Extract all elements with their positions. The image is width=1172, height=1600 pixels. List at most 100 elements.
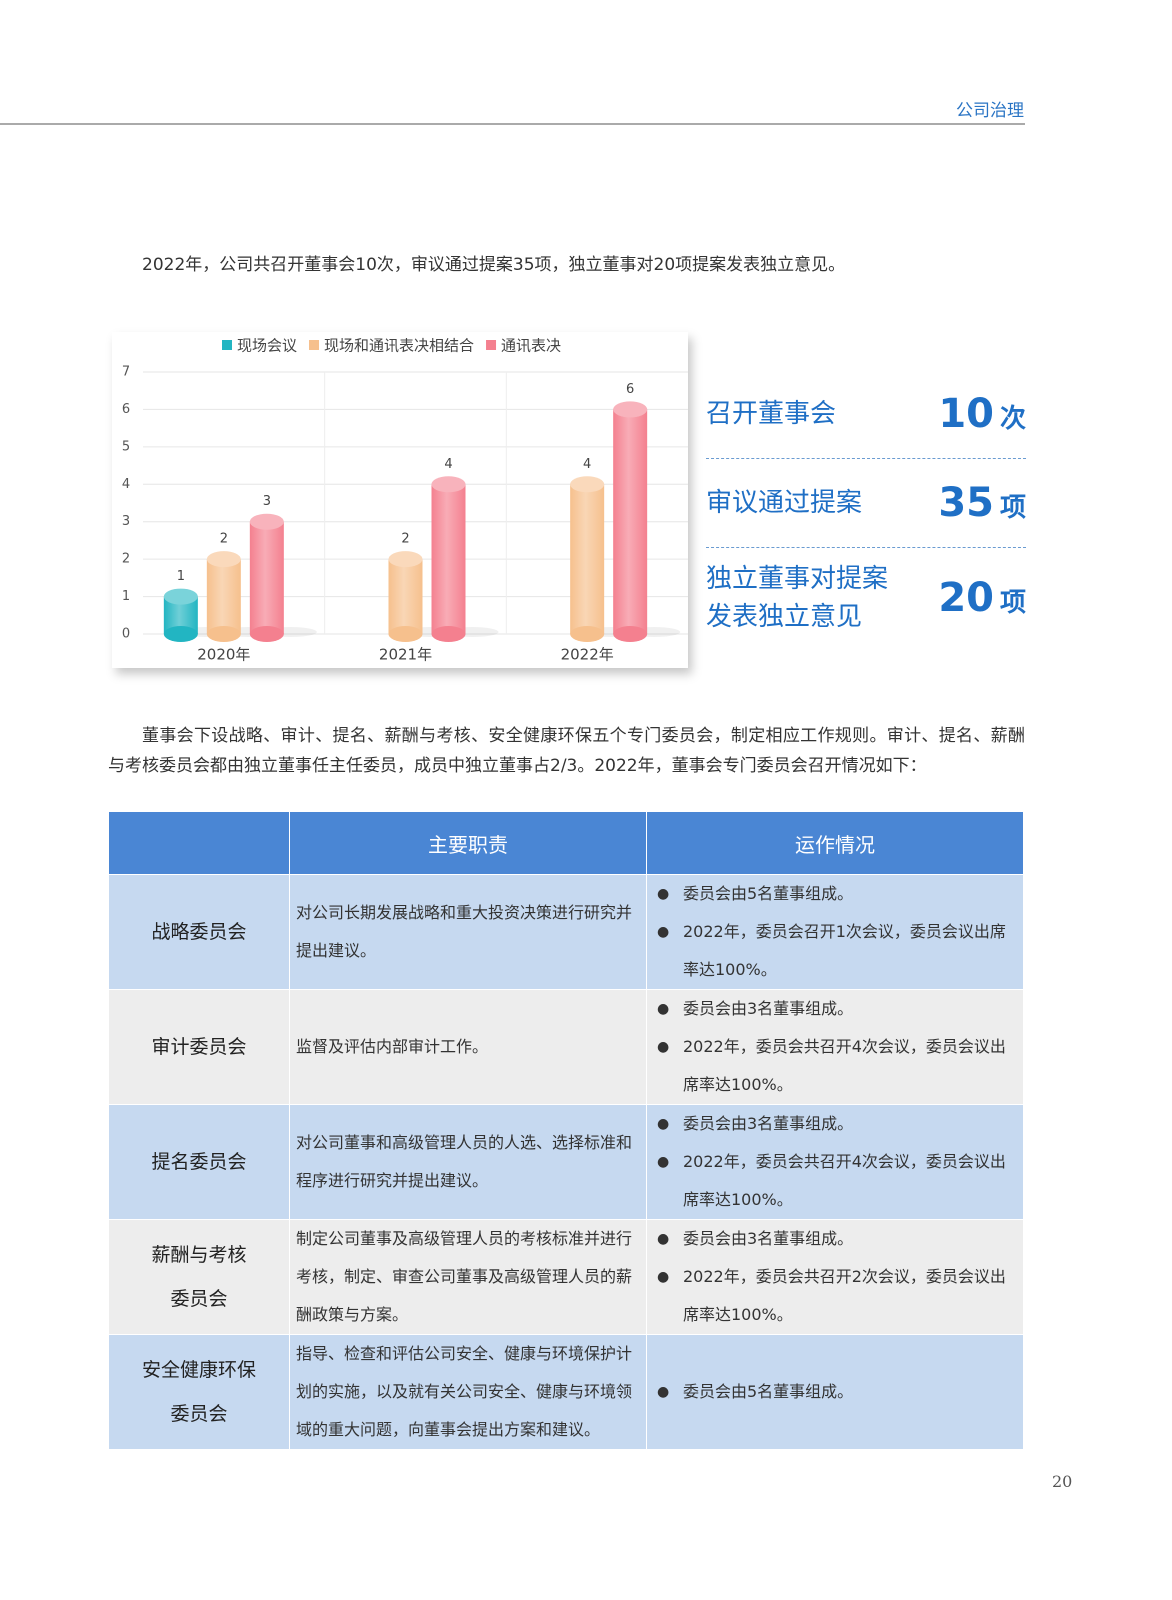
operation-item: 2022年，委员会共召开4次会议，委员会议出席率达100%。 (653, 1143, 1017, 1219)
chart: 0 1 2 3 4 5 6 7 2020年 1 2 3 2021年 2 4 2022年 4 6 现场会议 现场和通讯表… (112, 332, 688, 668)
stat: 召开董事会 10 次 (706, 370, 1026, 459)
bar (206, 559, 241, 634)
value-label: 4 (444, 457, 452, 472)
stat-label: 召开董事会 (706, 395, 836, 433)
stat-value: 10 次 (938, 391, 1026, 437)
committee-name-line: 战略委员会 (151, 921, 247, 943)
table-row: 薪酬与考核 委员会 制定公司董事及高级管理人员的考核标准并进行考核，制定、审查公司董… (108, 1219, 1024, 1335)
table-row: 战略委员会 对公司长期发展战略和重大投资决策进行研究并提出建议。委员会由5名董事组… (108, 874, 1024, 990)
stat-label: 审议通过提案 (706, 484, 862, 522)
y-tick-label: 6 (122, 402, 130, 417)
header-rule (0, 123, 1025, 125)
committee-name: 薪酬与考核 委员会 (108, 1219, 290, 1335)
committee-name: 战略委员会 (108, 874, 290, 990)
legend-label: 通讯表决 (501, 337, 561, 355)
operation-item: 2022年，委员会共召开4次会议，委员会议出席率达100%。 (653, 1028, 1017, 1104)
committee-name-line: 委员会 (170, 1403, 228, 1425)
value-label: 2 (401, 532, 409, 547)
committee-operation: 委员会由3名董事组成。2022年，委员会共召开4次会议，委员会议出席率达100%… (646, 989, 1024, 1105)
value-label: 3 (263, 494, 271, 509)
committee-table: 主要职责 运作情况 战略委员会 对公司长期发展战略和重大投资决策进行研究并提出建议。… (108, 811, 1024, 1450)
table-row: 安全健康环保 委员会 指导、检查和评估公司安全、健康与环境保护计划的实施，以及就有关… (108, 1334, 1024, 1450)
bar-base (163, 626, 198, 642)
y-tick-label: 4 (122, 477, 130, 492)
committee-name-line: 薪酬与考核 (151, 1244, 247, 1266)
bar-cap (388, 551, 423, 568)
bar (388, 559, 423, 634)
bar-cap (431, 476, 466, 493)
bar-cap (249, 513, 284, 530)
header-cell: 主要职责 (289, 811, 647, 875)
committee-name-line: 提名委员会 (151, 1151, 247, 1173)
operation-list: 委员会由3名董事组成。2022年，委员会共召开2次会议，委员会议出席率达100%… (653, 1220, 1017, 1334)
bar (431, 484, 466, 634)
committee-name-line: 委员会 (170, 1288, 228, 1310)
operation-list: 委员会由5名董事组成。 (653, 1373, 1017, 1411)
x-tick-label: 2020年 (197, 646, 250, 664)
operation-item: 委员会由3名董事组成。 (653, 1105, 1017, 1143)
header-row: 主要职责 运作情况 (108, 811, 1024, 875)
value-label: 1 (177, 569, 185, 584)
operation-list: 委员会由3名董事组成。2022年，委员会共召开4次会议，委员会议出席率达100%… (653, 990, 1017, 1104)
legend-swatch (309, 340, 320, 350)
operation-item: 2022年，委员会召开1次会议，委员会议出席率达100%。 (653, 913, 1017, 989)
stat-number: 35 (938, 480, 994, 526)
table-row: 审计委员会 监督及评估内部审计工作。委员会由3名董事组成。2022年，委员会共召开… (108, 989, 1024, 1105)
bar (249, 521, 284, 634)
legend-swatch (486, 340, 497, 350)
x-tick-label: 2022年 (561, 646, 614, 664)
committee-operation: 委员会由5名董事组成。 (646, 1334, 1024, 1450)
value-label: 2 (220, 532, 228, 547)
operation-item: 2022年，委员会共召开2次会议，委员会议出席率达100%。 (653, 1258, 1017, 1334)
stat: 独立董事对提案 发表独立意见 20 项 (706, 548, 1026, 648)
y-tick-label: 3 (122, 514, 130, 529)
committee-duty: 对公司董事和高级管理人员的人选、选择标准和程序进行研究并提出建议。 (289, 1104, 647, 1220)
legend-swatch (222, 340, 232, 350)
committee-operation: 委员会由3名董事组成。2022年，委员会共召开2次会议，委员会议出席率达100%… (646, 1219, 1024, 1335)
stat-number: 10 (938, 391, 994, 437)
stat-value: 20 项 (938, 575, 1026, 621)
bar-base (249, 626, 284, 642)
committee-name-line: 安全健康环保 (141, 1359, 256, 1381)
y-tick-label: 7 (122, 365, 130, 380)
stat-label-line: 发表独立意见 (706, 602, 863, 632)
committee-operation: 委员会由5名董事组成。2022年，委员会召开1次会议，委员会议出席率达100%。 (646, 874, 1024, 990)
operation-item: 委员会由5名董事组成。 (653, 875, 1017, 913)
operation-list: 委员会由5名董事组成。2022年，委员会召开1次会议，委员会议出席率达100%。 (653, 875, 1017, 989)
committee-name: 审计委员会 (108, 989, 290, 1105)
committee-name: 提名委员会 (108, 1104, 290, 1220)
table-row: 提名委员会 对公司董事和高级管理人员的人选、选择标准和程序进行研究并提出建议。委员… (108, 1104, 1024, 1220)
bar (613, 409, 648, 634)
bar-base (613, 626, 648, 642)
committee-duty: 监督及评估内部审计工作。 (289, 989, 647, 1105)
y-tick-label: 5 (122, 439, 130, 454)
stat-unit: 项 (999, 588, 1026, 618)
value-label: 4 (583, 457, 591, 472)
committee-operation: 委员会由3名董事组成。2022年，委员会共召开4次会议，委员会议出席率达100%… (646, 1104, 1024, 1220)
bar-cap (613, 401, 648, 418)
stat-unit: 项 (999, 493, 1026, 523)
stat-value: 35 项 (938, 480, 1026, 526)
header-cell: 运作情况 (646, 811, 1024, 875)
bar-base (206, 626, 241, 642)
bar-base (570, 626, 605, 642)
committee-duty: 制定公司董事及高级管理人员的考核标准并进行考核，制定、审查公司董事及高级管理人员… (289, 1219, 647, 1335)
page-number: 20 (1052, 1472, 1073, 1491)
stat: 审议通过提案 35 项 (706, 459, 1026, 548)
operation-list: 委员会由3名董事组成。2022年，委员会共召开4次会议，委员会议出席率达100%… (653, 1105, 1017, 1219)
committee-duty: 指导、检查和评估公司安全、健康与环境保护计划的实施，以及就有关公司安全、健康与环… (289, 1334, 647, 1450)
bar-cap (570, 476, 605, 493)
operation-item: 委员会由3名董事组成。 (653, 990, 1017, 1028)
header-cell (108, 811, 290, 875)
stat-label-line: 独立董事对提案 (706, 564, 889, 594)
bar-base (388, 626, 423, 642)
y-tick-label: 1 (122, 589, 130, 604)
bar (570, 484, 605, 634)
paragraph: 董事会下设战略、审计、提名、薪酬与考核、安全健康环保五个专门委员会，制定相应工作… (108, 726, 1025, 776)
y-tick-label: 2 (122, 552, 130, 567)
intro-text: 2022年，公司共召开董事会10次，审议通过提案35项，独立董事对20项提案发表… (142, 255, 846, 275)
committee-duty: 对公司长期发展战略和重大投资决策进行研究并提出建议。 (289, 874, 647, 990)
stats: 召开董事会 10 次审议通过提案 35 项独立董事对提案 发表独立意见 20 项 (706, 370, 1026, 648)
stat-label-line: 审议通过提案 (706, 488, 863, 518)
bar-cap (163, 588, 198, 605)
